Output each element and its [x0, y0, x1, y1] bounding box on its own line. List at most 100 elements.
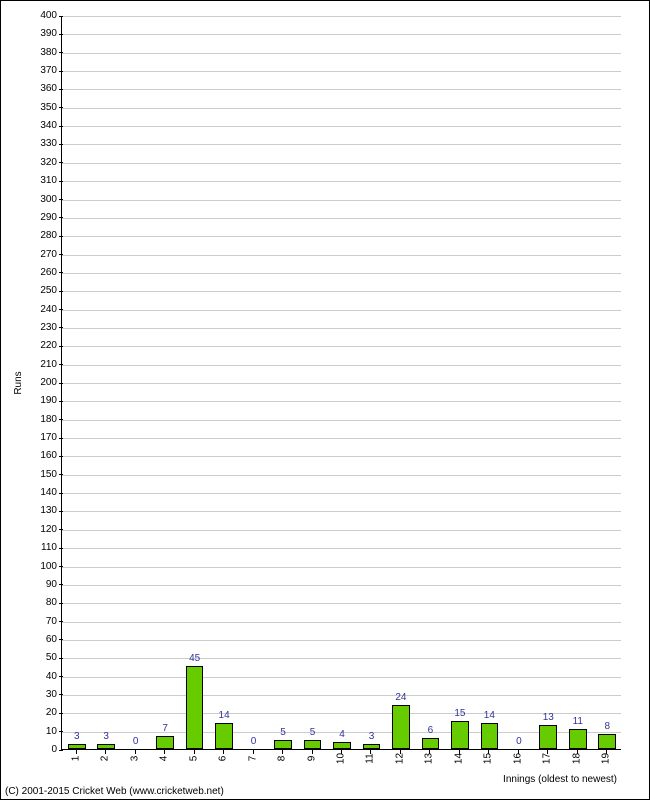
- bar-group: 3: [97, 15, 115, 749]
- x-tick-label: 6: [218, 749, 229, 769]
- y-tick-label: 320: [27, 157, 57, 168]
- bar: [186, 666, 204, 749]
- bar-value-label: 3: [351, 731, 391, 742]
- bar-value-label: 0: [499, 736, 539, 747]
- bar-group: 0: [127, 15, 145, 749]
- x-tick-label: 9: [306, 749, 317, 769]
- y-tick-label: 230: [27, 322, 57, 333]
- y-tick-label: 360: [27, 83, 57, 94]
- plot-area: 33074514055432461514013118: [61, 16, 621, 750]
- y-tick-label: 260: [27, 267, 57, 278]
- x-tick-label: 2: [100, 749, 111, 769]
- bar: [451, 721, 469, 749]
- y-tick-label: 240: [27, 304, 57, 315]
- bar-group: 3: [363, 15, 381, 749]
- bar-group: 4: [333, 15, 351, 749]
- y-tick-label: 0: [27, 744, 57, 755]
- y-tick-label: 150: [27, 469, 57, 480]
- y-tick-label: 20: [27, 707, 57, 718]
- x-tick-label: 10: [336, 749, 347, 769]
- bar-group: 45: [186, 15, 204, 749]
- bar-group: 15: [451, 15, 469, 749]
- bar: [215, 723, 233, 749]
- x-axis-label: Innings (oldest to newest): [503, 774, 617, 785]
- x-tick-label: 11: [365, 749, 376, 769]
- bar-value-label: 14: [204, 710, 244, 721]
- bar-group: 8: [598, 15, 616, 749]
- x-tick-label: 18: [571, 749, 582, 769]
- x-tick-label: 14: [453, 749, 464, 769]
- x-tick-label: 4: [159, 749, 170, 769]
- bar-group: 3: [68, 15, 86, 749]
- y-tick-label: 250: [27, 285, 57, 296]
- x-tick-label: 13: [424, 749, 435, 769]
- bar-value-label: 6: [410, 725, 450, 736]
- y-tick-label: 10: [27, 726, 57, 737]
- y-tick-label: 390: [27, 28, 57, 39]
- bar-group: 14: [481, 15, 499, 749]
- y-tick-label: 330: [27, 138, 57, 149]
- bar-value-label: 7: [145, 723, 185, 734]
- y-tick-label: 120: [27, 524, 57, 535]
- bar-group: 0: [510, 15, 528, 749]
- bar-group: 13: [539, 15, 557, 749]
- y-tick-label: 300: [27, 194, 57, 205]
- bar: [392, 705, 410, 749]
- bar-value-label: 45: [175, 653, 215, 664]
- bar-group: 6: [422, 15, 440, 749]
- bar: [598, 734, 616, 749]
- y-tick-label: 210: [27, 359, 57, 370]
- x-tick-label: 3: [129, 749, 140, 769]
- y-tick-label: 270: [27, 249, 57, 260]
- y-tick-label: 310: [27, 175, 57, 186]
- x-tick-label: 5: [188, 749, 199, 769]
- x-tick-label: 8: [277, 749, 288, 769]
- bar: [481, 723, 499, 749]
- bar-value-label: 0: [116, 736, 156, 747]
- x-tick-label: 12: [394, 749, 405, 769]
- y-tick-label: 350: [27, 102, 57, 113]
- x-tick-label: 7: [247, 749, 258, 769]
- y-tick-label: 100: [27, 561, 57, 572]
- bar-group: 14: [215, 15, 233, 749]
- y-tick-label: 290: [27, 212, 57, 223]
- bar-group: 11: [569, 15, 587, 749]
- y-tick-label: 160: [27, 450, 57, 461]
- x-tick-label: 1: [70, 749, 81, 769]
- y-tick-label: 60: [27, 634, 57, 645]
- y-tick-label: 30: [27, 689, 57, 700]
- y-tick-label: 80: [27, 597, 57, 608]
- y-tick-label: 40: [27, 671, 57, 682]
- y-tick-label: 220: [27, 340, 57, 351]
- x-tick-label: 16: [512, 749, 523, 769]
- y-tick-label: 380: [27, 47, 57, 58]
- bar-group: 5: [304, 15, 322, 749]
- bar-group: 0: [245, 15, 263, 749]
- y-axis-label: Runs: [13, 371, 24, 394]
- y-tick-label: 180: [27, 414, 57, 425]
- chart-container: 33074514055432461514013118 Runs Innings …: [0, 0, 650, 800]
- bar-value-label: 8: [587, 721, 627, 732]
- bar-value-label: 24: [381, 692, 421, 703]
- y-tick-label: 110: [27, 542, 57, 553]
- x-tick-label: 17: [542, 749, 553, 769]
- y-tick-label: 90: [27, 579, 57, 590]
- y-tick-label: 190: [27, 395, 57, 406]
- bar: [156, 736, 174, 749]
- bar: [422, 738, 440, 749]
- y-tick-label: 170: [27, 432, 57, 443]
- x-tick-label: 19: [601, 749, 612, 769]
- copyright-text: (C) 2001-2015 Cricket Web (www.cricketwe…: [5, 786, 224, 797]
- bar-value-label: 14: [469, 710, 509, 721]
- bar-group: 7: [156, 15, 174, 749]
- y-tick-label: 280: [27, 230, 57, 241]
- y-tick-label: 50: [27, 652, 57, 663]
- bar: [569, 729, 587, 749]
- bar-group: 5: [274, 15, 292, 749]
- x-tick-label: 15: [483, 749, 494, 769]
- y-tick-label: 140: [27, 487, 57, 498]
- y-tick-label: 400: [27, 10, 57, 21]
- y-tick-label: 130: [27, 505, 57, 516]
- y-tick-label: 200: [27, 377, 57, 388]
- bar-group: 24: [392, 15, 410, 749]
